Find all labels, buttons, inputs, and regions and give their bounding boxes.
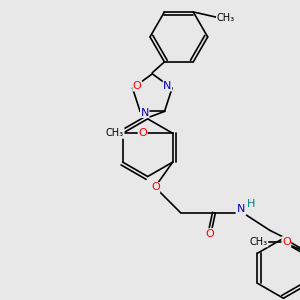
- Text: N: N: [163, 81, 172, 91]
- Text: N: N: [140, 108, 149, 118]
- Text: O: O: [282, 237, 291, 247]
- Text: CH₃: CH₃: [250, 237, 268, 247]
- Text: H: H: [247, 199, 255, 209]
- Text: O: O: [138, 128, 147, 138]
- Text: CH₃: CH₃: [217, 13, 235, 23]
- Text: O: O: [205, 229, 214, 239]
- Text: O: O: [151, 182, 160, 193]
- Text: O: O: [133, 81, 142, 91]
- Text: N: N: [237, 204, 245, 214]
- Text: CH₃: CH₃: [106, 128, 124, 138]
